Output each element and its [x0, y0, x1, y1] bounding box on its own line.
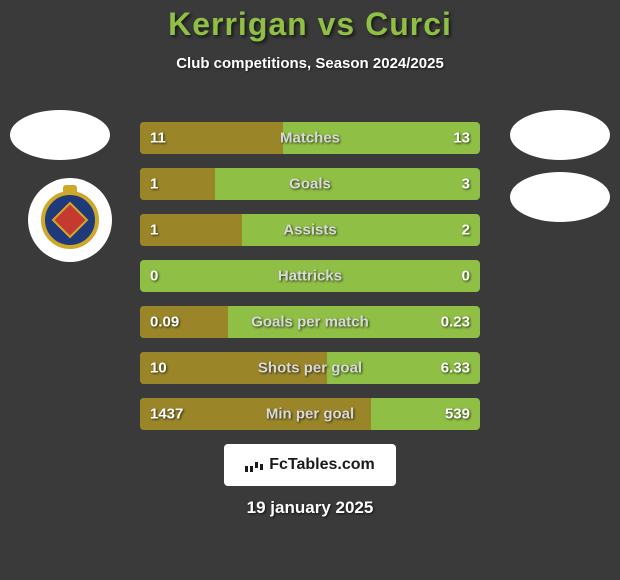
stat-label: Shots per goal — [140, 360, 480, 377]
stat-label: Min per goal — [140, 406, 480, 423]
comparison-infographic: Kerrigan vs Curci Club competitions, Sea… — [0, 0, 620, 580]
stat-label: Goals per match — [140, 314, 480, 331]
page-title: Kerrigan vs Curci — [0, 6, 620, 43]
chart-icon — [245, 458, 263, 472]
player2-team-logo-placeholder-1 — [510, 110, 610, 160]
stat-row: 12Assists — [140, 214, 480, 246]
stat-row: 1113Matches — [140, 122, 480, 154]
stats-bars: 1113Matches 13Goals 12Assists 00Hattricks 0.… — [140, 122, 480, 444]
stat-label: Hattricks — [140, 268, 480, 285]
stat-row: 106.33Shots per goal — [140, 352, 480, 384]
stat-row: 1437539Min per goal — [140, 398, 480, 430]
stat-label: Goals — [140, 176, 480, 193]
player1-club-badge — [28, 178, 112, 262]
stat-row: 0.090.23Goals per match — [140, 306, 480, 338]
title-vs: vs — [318, 6, 356, 42]
stat-label: Assists — [140, 222, 480, 239]
title-player1: Kerrigan — [168, 6, 308, 42]
player1-team-logo-placeholder — [10, 110, 110, 160]
stat-label: Matches — [140, 130, 480, 147]
footer-brand: FcTables.com — [224, 444, 396, 486]
subtitle: Club competitions, Season 2024/2025 — [0, 55, 620, 72]
club-badge-icon — [41, 191, 99, 249]
stat-row: 00Hattricks — [140, 260, 480, 292]
player2-team-logo-placeholder-2 — [510, 172, 610, 222]
footer-brand-text: FcTables.com — [269, 456, 375, 474]
date-text: 19 january 2025 — [0, 498, 620, 518]
title-player2: Curci — [365, 6, 452, 42]
stat-row: 13Goals — [140, 168, 480, 200]
